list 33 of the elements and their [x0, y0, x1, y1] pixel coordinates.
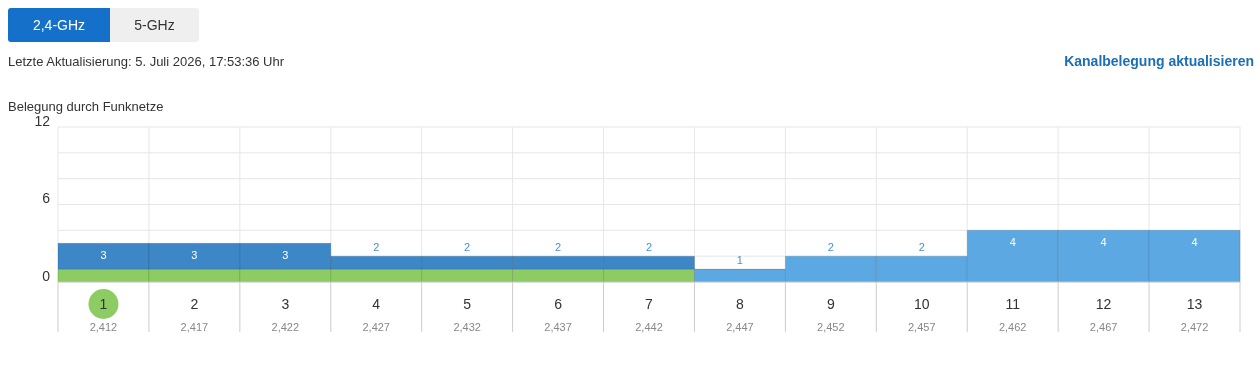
total-label: 2: [464, 241, 471, 254]
x-tick-label: 10 2,457: [908, 296, 936, 333]
total-label: 3: [191, 249, 198, 262]
total-label: 2: [555, 241, 562, 254]
x-tick-label: 12 2,467: [1089, 296, 1118, 333]
x-tick-label: 3 2,422: [271, 296, 300, 333]
y-tick-label: 6: [42, 190, 51, 207]
x-tick-label: 2 2,417: [180, 296, 209, 333]
x-tick-label: 8 2,447: [726, 296, 754, 333]
total-label: 2: [645, 241, 653, 254]
x-tick-label: 7 2,442: [635, 296, 663, 333]
x-tick-label: 6 2,437: [544, 296, 572, 333]
total-label: 4: [1191, 236, 1198, 249]
x-tick-label: 5 2,432: [453, 296, 481, 333]
total-label: 2: [373, 241, 380, 254]
text: Letzte Aktualisierung: 5. Juli 2026, 17:53:36 Uhr: [8, 54, 285, 69]
chart-title: Belegung durch Funknetze: [8, 99, 164, 114]
total-label: 4: [1100, 236, 1107, 249]
text: 2,4-GHz: [8, 8, 110, 42]
total-label: 3: [282, 249, 289, 262]
x-tick-label: 13 2,472: [1180, 296, 1209, 333]
total-label: 2: [827, 241, 834, 254]
x-tick-label: 1 2,412: [89, 296, 118, 333]
total-label: 2: [918, 241, 925, 254]
text: Kanalbelegung aktualisieren: [1064, 53, 1254, 69]
x-tick-label: 9 2,452: [817, 296, 845, 333]
x-tick-label: 11 2,462: [998, 296, 1027, 333]
x-tick-label: 4 2,427: [362, 296, 390, 333]
total-label: 4: [1009, 236, 1016, 249]
total-label: 1: [736, 254, 743, 267]
text: 5-GHz: [110, 8, 199, 42]
y-tick-label: 0: [42, 267, 51, 284]
total-label: 3: [100, 249, 107, 262]
